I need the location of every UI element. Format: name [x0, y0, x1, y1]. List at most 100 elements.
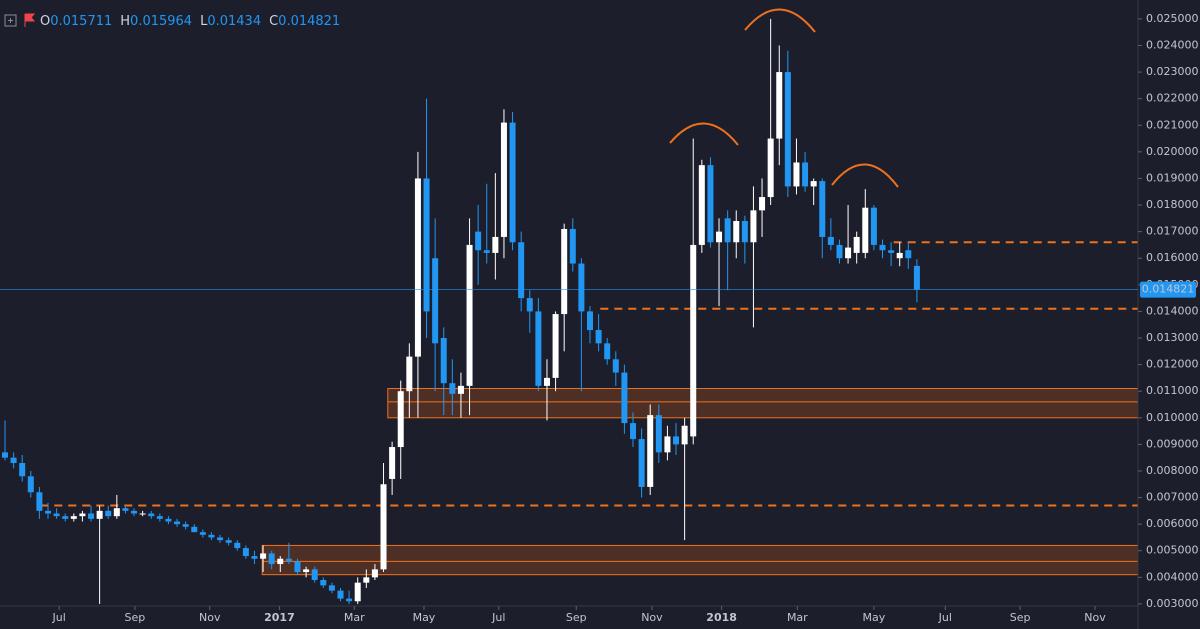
candle-body [879, 244, 886, 251]
candle-body [294, 561, 301, 573]
plot [1, 18, 920, 604]
candle-body [148, 513, 155, 517]
left-shoulder-arc [669, 122, 739, 146]
y-tick-label: 0.019000 [1146, 171, 1199, 184]
candle-body [174, 521, 181, 525]
candle-body [492, 236, 499, 253]
candle-body [389, 447, 396, 479]
candle-body [131, 510, 138, 514]
candle-body [371, 569, 378, 578]
header [4, 13, 36, 27]
x-tick-label: Nov [1084, 611, 1106, 624]
candle-body [595, 330, 602, 344]
candle-body [311, 569, 318, 581]
candle-body [724, 218, 731, 243]
ohlc-letter: H [120, 14, 130, 29]
candle-body [354, 582, 361, 602]
candle-body [277, 558, 284, 565]
candle-body [10, 457, 17, 463]
candle-body [647, 415, 654, 487]
candle-body [27, 476, 34, 493]
x-tick-label: 2017 [264, 611, 295, 624]
candle-body [759, 197, 766, 211]
candle-body [79, 513, 86, 517]
candle-body [518, 242, 525, 299]
candle-body [199, 532, 206, 535]
candle-body [853, 236, 860, 253]
x-tick-label: Sep [125, 611, 146, 624]
y-tick-label: 0.012000 [1146, 358, 1199, 371]
candle-body [423, 178, 430, 312]
candle-body [561, 228, 568, 315]
candle-body [862, 207, 869, 253]
zones [40, 241, 1139, 576]
candle-body [234, 542, 241, 549]
candle-body [122, 508, 129, 511]
candle-body [45, 510, 52, 514]
candle-body [19, 462, 26, 477]
candle-body [96, 510, 103, 519]
y-tick-label: 0.009000 [1146, 437, 1199, 450]
candle-body [346, 598, 353, 602]
x-tick-label: Mar [344, 611, 365, 624]
candle-body [242, 548, 249, 557]
y-tick-label: 0.025000 [1146, 12, 1199, 25]
last-price-label: 0.014821 [1142, 283, 1195, 296]
candle-body [690, 244, 697, 437]
candle-body [165, 518, 172, 522]
candle-body [535, 311, 542, 386]
y-tick-label: 0.024000 [1146, 38, 1199, 51]
candle-body [630, 423, 637, 440]
candle-body [156, 516, 163, 519]
y-tick-label: 0.007000 [1146, 491, 1199, 504]
candle-body [182, 524, 189, 527]
candle-body [363, 577, 370, 583]
ohlc-value: 0.015711 [50, 14, 112, 29]
candle-body [776, 72, 783, 139]
candle-body [251, 556, 258, 559]
y-tick-label: 0.018000 [1146, 198, 1199, 211]
candle-body [741, 220, 748, 243]
candle-body [526, 298, 533, 312]
ohlc-letter: O [40, 14, 50, 29]
candle-body [475, 231, 482, 251]
head-arc [744, 8, 816, 33]
x-tick-label: May [863, 611, 886, 624]
candle-body [328, 585, 335, 591]
candle-body [500, 122, 507, 237]
y-tick-label: 0.003000 [1146, 597, 1199, 610]
candle-body [578, 263, 585, 312]
candle-body [285, 558, 292, 562]
candle-body [896, 252, 903, 259]
x-tick-label: Jul [491, 611, 505, 624]
zone [261, 544, 1139, 576]
candle-body [88, 513, 95, 519]
candle-body [380, 484, 387, 570]
candle-body [793, 162, 800, 187]
candle-body [845, 247, 852, 259]
y-tick-label: 0.013000 [1146, 331, 1199, 344]
candle-body [62, 516, 69, 519]
y-tick-label: 0.004000 [1146, 570, 1199, 583]
candle-body [784, 72, 791, 187]
candle-body [191, 526, 198, 533]
x-tick-label: Mar [787, 611, 808, 624]
candle-body [638, 439, 645, 487]
candle-body [673, 436, 680, 445]
candle-body [621, 372, 628, 424]
y-tick-label: 0.005000 [1146, 544, 1199, 557]
candle-body [836, 244, 843, 259]
candle-body [414, 178, 421, 357]
candle-body [810, 181, 817, 187]
candle-body [604, 343, 611, 360]
candle-body [208, 534, 215, 538]
candle-body [827, 236, 834, 245]
y-tick-label: 0.006000 [1146, 517, 1199, 530]
candle-body [586, 311, 593, 331]
expand-icon[interactable] [4, 14, 17, 27]
candle-body [303, 569, 310, 573]
zone [387, 388, 1139, 419]
candle-body [819, 181, 826, 237]
ohlc-value: 0.01434 [207, 14, 261, 29]
candle-body [457, 385, 464, 394]
